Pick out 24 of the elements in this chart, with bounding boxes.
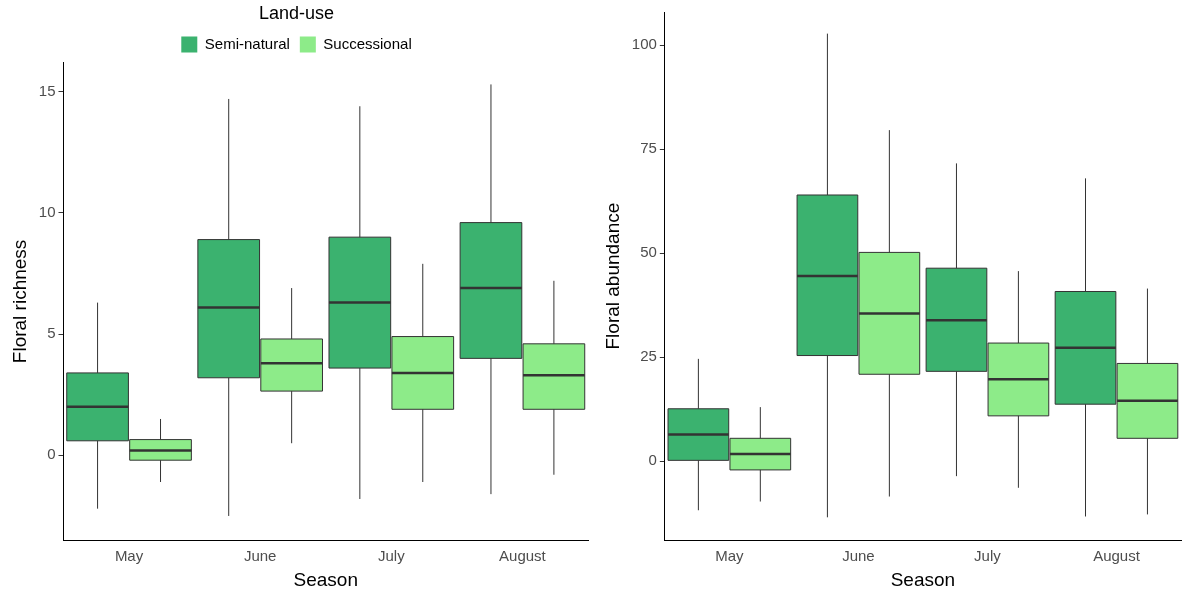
x-tick-label: August — [1093, 547, 1141, 565]
x-tick-label: May — [715, 547, 745, 565]
legend-label: Semi-natural — [204, 34, 290, 52]
y-tick-label: 15 — [38, 81, 56, 99]
x-tick-label: June — [842, 547, 875, 565]
x-axis-title: Season — [890, 568, 956, 590]
legend-title: Land-use — [258, 2, 335, 23]
y-tick-label: 0 — [47, 445, 56, 463]
x-tick-label: July — [974, 547, 1002, 565]
y-tick-label: 50 — [640, 243, 657, 261]
y-tick-label: 0 — [648, 451, 657, 469]
y-axis-title: Floral abundance — [601, 202, 623, 350]
x-tick-label: May — [114, 547, 144, 565]
y-tick-label: 25 — [640, 347, 657, 365]
y-tick-label: 75 — [640, 139, 657, 157]
y-axis-title: Floral richness — [8, 239, 30, 364]
y-tick-label: 100 — [631, 35, 657, 53]
x-tick-label: August — [499, 547, 547, 565]
x-tick-label: June — [243, 547, 277, 565]
x-tick-label: July — [377, 547, 406, 565]
legend-label: Successional — [323, 34, 412, 52]
y-tick-label: 10 — [38, 203, 56, 221]
x-axis-title: Season — [293, 568, 358, 590]
y-tick-label: 5 — [47, 324, 56, 342]
